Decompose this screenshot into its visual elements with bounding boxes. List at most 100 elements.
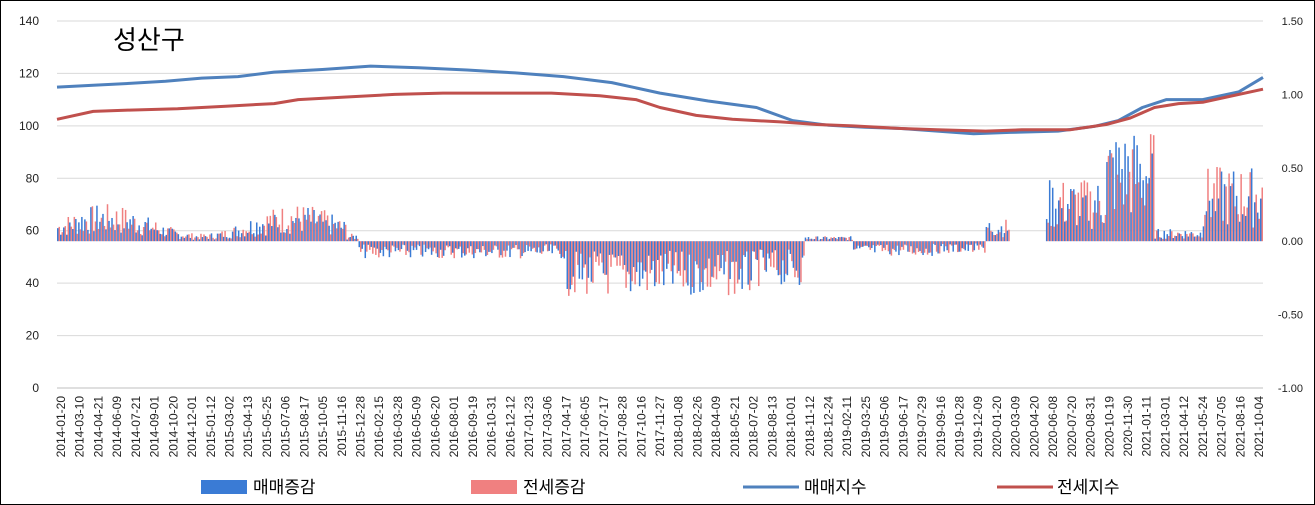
bar-jeonse-change (923, 241, 926, 253)
bar-sale-change (186, 234, 189, 242)
bar-jeonse-change (592, 241, 594, 283)
bar-jeonse-change (779, 241, 781, 275)
bar-jeonse-change (531, 241, 534, 249)
bar-sale-change (910, 241, 912, 247)
bar-jeonse-change (546, 241, 549, 252)
left-tick-label: 60 (26, 224, 40, 238)
bar-jeonse-change (176, 232, 178, 242)
bar-jeonse-change (284, 232, 287, 242)
x-tick-label: 2014-12-01 (185, 396, 199, 458)
bar-sale-change (1211, 198, 1214, 242)
bar-sale-change (771, 241, 774, 253)
bar-jeonse-change (417, 241, 419, 245)
bar-jeonse-change (655, 241, 657, 283)
bar-jeonse-change (375, 241, 377, 255)
bar-sale-change (1109, 149, 1111, 242)
bar-jeonse-change (969, 241, 971, 246)
bar-jeonse-change (200, 233, 202, 242)
bar-jeonse-change (661, 241, 664, 272)
bar-jeonse-change (450, 241, 452, 255)
bar-sale-change (1127, 156, 1129, 242)
bar-jeonse-change (423, 241, 425, 245)
bar-jeonse-change (1222, 220, 1224, 242)
bar-sale-change (382, 241, 385, 257)
bar-jeonse-change (115, 211, 118, 242)
bar-jeonse-change (1062, 182, 1065, 242)
bar-jeonse-change (1056, 224, 1058, 242)
x-tick-label: 2016-03-28 (391, 396, 405, 458)
bar-jeonse-change (583, 241, 585, 268)
bar-sale-change (442, 241, 445, 256)
bar-jeonse-change (914, 241, 917, 255)
bar-jeonse-change (607, 241, 609, 294)
bar-jeonse-change (818, 240, 820, 242)
bar-jeonse-change (571, 241, 573, 285)
bar-sale-change (780, 241, 783, 285)
bar-sale-change (530, 241, 532, 252)
bar-jeonse-change (1050, 225, 1052, 242)
bar-jeonse-change (360, 241, 362, 252)
bar-sale-change (1100, 215, 1102, 242)
bar-jeonse-change (408, 241, 410, 253)
bar-sale-change (961, 241, 964, 249)
bar-jeonse-change (848, 237, 850, 242)
bar-sale-change (376, 241, 379, 249)
bar-sale-change (162, 227, 165, 242)
bar-jeonse-change (984, 241, 986, 253)
left-tick-label: 0 (32, 381, 39, 395)
bar-sale-change (1085, 195, 1087, 242)
bar-sale-change (608, 241, 611, 255)
bar-jeonse-change (981, 241, 983, 247)
bar-jeonse-change (996, 233, 998, 242)
x-tick-label: 2017-01-23 (522, 396, 536, 458)
bar-jeonse-change (534, 241, 537, 252)
bar-sale-change (1054, 208, 1057, 242)
bar-sale-change (1232, 171, 1235, 242)
bar-sale-change (973, 241, 976, 251)
bar-sale-change (705, 241, 707, 269)
bar-jeonse-change (127, 228, 130, 242)
bar-sale-change (485, 241, 487, 257)
bar-jeonse-change (685, 241, 688, 283)
bar-jeonse-change (1107, 155, 1110, 242)
bar-sale-change (439, 241, 442, 250)
x-tick-label: 2017-06-05 (578, 396, 592, 458)
bar-jeonse-change (724, 241, 727, 262)
bar-jeonse-change (646, 241, 648, 291)
bar-sale-change (976, 241, 979, 246)
bar-jeonse-change (857, 241, 859, 246)
bar-sale-change (777, 241, 780, 276)
bar-sale-change (234, 226, 237, 242)
bar-sale-change (464, 241, 466, 256)
bar-jeonse-change (827, 239, 829, 242)
bar-jeonse-change (1228, 173, 1230, 242)
bar-jeonse-change (694, 241, 697, 262)
bar-sale-change (228, 237, 231, 242)
x-tick-label: 2015-08-17 (297, 396, 311, 458)
bar-sale-change (632, 241, 635, 268)
bar-sale-change (783, 241, 786, 282)
bar-jeonse-change (281, 208, 284, 242)
bar-jeonse-change (296, 206, 299, 242)
bar-jeonse-change (293, 222, 296, 242)
bar-jeonse-change (851, 239, 853, 242)
bar-sale-change (482, 241, 484, 247)
bar-sale-change (424, 241, 427, 253)
x-tick-label: 2019-12-09 (971, 396, 985, 458)
bar-sale-change (913, 241, 915, 253)
bar-jeonse-change (314, 223, 317, 242)
bar-sale-change (874, 241, 876, 253)
bar-jeonse-change (504, 241, 507, 257)
bar-jeonse-change (58, 226, 61, 242)
bar-jeonse-change (1092, 212, 1095, 242)
bar-jeonse-change (586, 241, 588, 294)
bar-jeonse-change (631, 241, 633, 282)
bar-sale-change (762, 241, 765, 258)
bar-jeonse-change (809, 238, 811, 242)
x-tick-label: 2014-07-21 (129, 396, 143, 458)
bar-jeonse-change (978, 241, 980, 250)
x-tick-label: 2014-03-10 (73, 396, 87, 458)
bar-jeonse-change (459, 241, 462, 247)
bar-jeonse-change (158, 230, 160, 242)
bar-sale-change (569, 241, 572, 290)
